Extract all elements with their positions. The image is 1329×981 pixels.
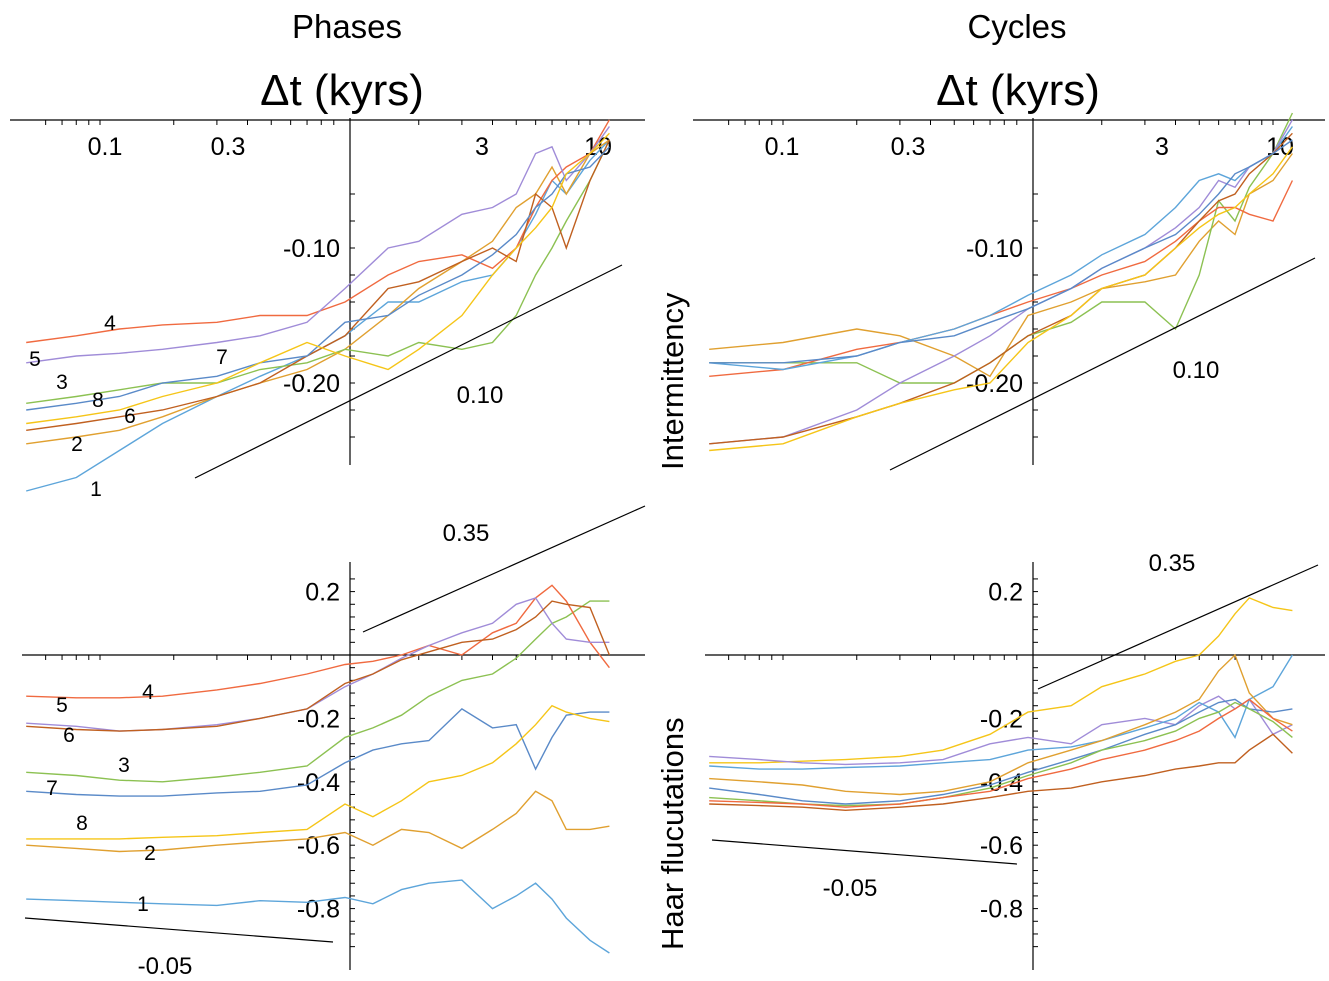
phases-haar-series-label-5: 5	[56, 694, 68, 717]
header-phases: Phases	[292, 8, 402, 45]
cycles-haar-series-6-line	[709, 701, 1293, 807]
phases-haar-series-6-line	[26, 600, 611, 732]
phases-int-series-label-7: 7	[216, 346, 228, 369]
phases-haar-reference-label-005: -0.05	[138, 953, 193, 980]
phases-haar-y-tick-label: -0.4	[297, 769, 340, 797]
phases-haar-y-tick-label: 0.2	[305, 579, 340, 607]
cycles-int-y-tick-label: -0.10	[966, 235, 1023, 263]
phases-haar-series-8-line	[26, 704, 610, 840]
phases-haar-series-label-4: 4	[142, 681, 154, 704]
phases-haar-series-label-6: 6	[63, 724, 75, 747]
phases-int-series-7-line	[26, 146, 610, 411]
cycles-int-series-3-line	[709, 180, 1294, 377]
phases-int-y-tick-label: -0.10	[283, 235, 340, 263]
ylabel-intermittency: Intermittency	[655, 292, 690, 470]
phases-haar-series-7-line	[26, 708, 610, 797]
cycles-haar-reference-line-005	[711, 839, 1018, 865]
phases-int-series-6-line	[26, 139, 611, 431]
cycles-int-x-tick-label: 0.1	[765, 133, 800, 161]
phases-int-x-tick-label: 0.3	[211, 133, 246, 161]
cycles-int-series-1-line	[709, 153, 1293, 378]
phases-int-series-label-6: 6	[124, 405, 136, 428]
phases-int-x-tick-label: 3	[475, 133, 489, 161]
cycles-haar-series-1-line	[709, 597, 1293, 764]
cycles-haar-y-tick-label: 0.2	[988, 579, 1023, 607]
phases-int-x-tick-label: 0.1	[88, 133, 123, 161]
phases-int-series-label-2: 2	[71, 433, 83, 456]
phases-haar-series-4-line	[26, 584, 610, 699]
phases-haar-series-2-line	[26, 790, 610, 853]
cycles-haar-y-tick-label: -0.6	[980, 832, 1023, 860]
phases-int-series-label-4: 4	[104, 312, 116, 335]
cycles-haar-series-7-line	[709, 698, 1293, 808]
cycles-haar-series-3-line	[709, 654, 1293, 770]
xlabel-phases: Δt (kyrs)	[260, 66, 424, 115]
cycles-int-x-tick-label: 0.3	[891, 133, 926, 161]
phases-haar-reference-line-035	[362, 505, 646, 633]
phases-int-series-3-line	[26, 139, 611, 404]
cycles-int-series-8-line	[709, 139, 1293, 364]
plots-layer: 0.100.100.35-0.050.35-0.0545378621456378…	[24, 112, 1319, 980]
cycles-haar-reference-label-035: 0.35	[1149, 550, 1196, 577]
phases-haar-series-label-8: 8	[76, 812, 88, 835]
phases-haar-series-1-line	[26, 879, 610, 954]
cycles-haar-reference-label-005: -0.05	[823, 875, 878, 902]
cycles-int-y-tick-label: -0.20	[966, 370, 1023, 398]
xlabel-cycles: Δt (kyrs)	[936, 66, 1100, 115]
phases-haar-series-label-2: 2	[144, 842, 156, 865]
phases-int-reference-label: 0.10	[457, 382, 504, 409]
phases-int-series-label-5: 5	[29, 348, 41, 371]
phases-int-reference-line	[194, 264, 623, 479]
phases-haar-reference-label-035: 0.35	[443, 520, 490, 547]
cycles-haar-series-5-line	[709, 698, 1293, 805]
ylabel-haar: Haar flucutations	[655, 717, 690, 950]
phases-int-series-label-8: 8	[92, 389, 104, 412]
phases-haar-series-label-7: 7	[46, 777, 58, 800]
cycles-haar-series-4-line	[709, 653, 1293, 796]
phases-int-series-label-3: 3	[56, 371, 68, 394]
cycles-int-series-7-line	[709, 146, 1293, 452]
cycles-int-reference-label: 0.10	[1173, 357, 1220, 384]
phases-haar-series-label-3: 3	[118, 754, 130, 777]
phases-int-series-5-line	[26, 126, 610, 364]
phases-int-y-tick-label: -0.20	[283, 370, 340, 398]
cycles-int-x-tick-label: 3	[1155, 133, 1169, 161]
phases-haar-series-label-1: 1	[137, 893, 149, 916]
phases-haar-y-tick-label: -0.8	[297, 896, 340, 924]
phases-int-series-4-line	[26, 119, 611, 344]
header-cycles: Cycles	[967, 8, 1066, 45]
phases-haar-series-3-line	[26, 600, 610, 783]
phases-int-series-8-line	[26, 132, 610, 425]
phases-haar-reference-line-005	[24, 917, 334, 943]
phases-int-series-label-1: 1	[90, 478, 102, 501]
cycles-haar-reference-line-035	[1037, 564, 1319, 690]
cycles-haar-y-tick-label: -0.8	[980, 896, 1023, 924]
phases-int-series-2-line	[26, 139, 610, 445]
cycles-haar-series-8-line	[709, 733, 1293, 812]
cycles-int-reference-line	[889, 257, 1316, 471]
